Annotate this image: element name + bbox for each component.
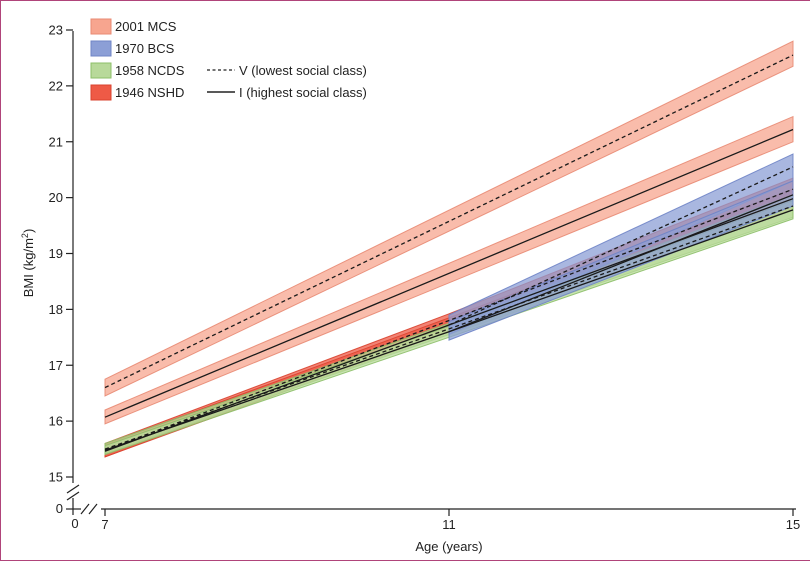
confidence-bands — [104, 40, 794, 458]
series-lines — [104, 54, 794, 452]
legend-item-1958-ncds: 1958 NCDS — [90, 62, 185, 79]
legend-item-highest-class: I (highest social class) — [207, 85, 367, 100]
y-zero-label: 0 — [56, 501, 63, 516]
x-tick-label-11: 11 — [442, 517, 456, 532]
y-tick-label-15: 15 — [49, 470, 63, 485]
y-tick-label-20: 20 — [49, 190, 63, 205]
x-ticks: 7 11 15 — [101, 509, 800, 532]
axes: 0 0 15 16 17 18 19 20 21 22 23 7 11 15 Age (years)… — [20, 23, 800, 555]
x-tick-label-15: 15 — [786, 517, 800, 532]
y-tick-label-18: 18 — [49, 302, 63, 317]
x-axis-break — [80, 503, 98, 515]
y-axis-title-sup: 2 — [20, 233, 30, 238]
legend: 2001 MCS 1970 BCS 1958 NCDS 1946 NSHD V … — [90, 18, 367, 101]
line-1946-nshd-class-v — [104, 188, 794, 451]
legend-item-1970-bcs: 1970 BCS — [90, 40, 175, 57]
band-2001-mcs-class-i — [104, 115, 794, 425]
legend-item-2001-mcs: 2001 MCS — [90, 18, 177, 35]
legend-swatch-1970-bcs — [90, 40, 112, 57]
legend-label-highest-class: I (highest social class) — [239, 85, 367, 100]
line-1958-ncds-class-v — [104, 205, 794, 450]
legend-label-1970-bcs: 1970 BCS — [115, 41, 175, 56]
legend-swatch-1958-ncds — [90, 62, 112, 79]
legend-label-1946-nshd: 1946 NSHD — [115, 85, 184, 100]
line-2001-mcs-class-v — [104, 54, 794, 389]
band-2001-mcs-class-v — [104, 40, 794, 397]
legend-item-1946-nshd: 1946 NSHD — [90, 84, 184, 101]
legend-swatch-1946-nshd — [90, 84, 112, 101]
y-tick-label-23: 23 — [49, 23, 63, 38]
line-1970-bcs-class-v — [448, 166, 794, 326]
x-tick-label-7: 7 — [101, 517, 108, 532]
y-ticks: 15 16 17 18 19 20 21 22 23 — [49, 23, 73, 485]
y-tick-label-21: 21 — [49, 134, 63, 149]
legend-label-lowest-class: V (lowest social class) — [239, 63, 367, 78]
y-axis-title: BMI (kg/m2) — [20, 229, 36, 298]
line-2001-mcs-class-i — [104, 128, 794, 418]
y-tick-label-22: 22 — [49, 78, 63, 93]
legend-item-lowest-class: V (lowest social class) — [207, 63, 367, 78]
legend-swatch-2001-mcs — [90, 18, 112, 35]
line-1970-bcs-class-i — [448, 194, 794, 333]
y-tick-label-19: 19 — [49, 246, 63, 261]
legend-label-2001-mcs: 2001 MCS — [115, 19, 177, 34]
y-tick-label-17: 17 — [49, 358, 63, 373]
legend-label-1958-ncds: 1958 NCDS — [115, 63, 185, 78]
y-tick-label-16: 16 — [49, 414, 63, 429]
y-axis-break — [66, 484, 80, 501]
x-zero-label: 0 — [71, 516, 78, 531]
x-axis-title: Age (years) — [415, 539, 482, 554]
